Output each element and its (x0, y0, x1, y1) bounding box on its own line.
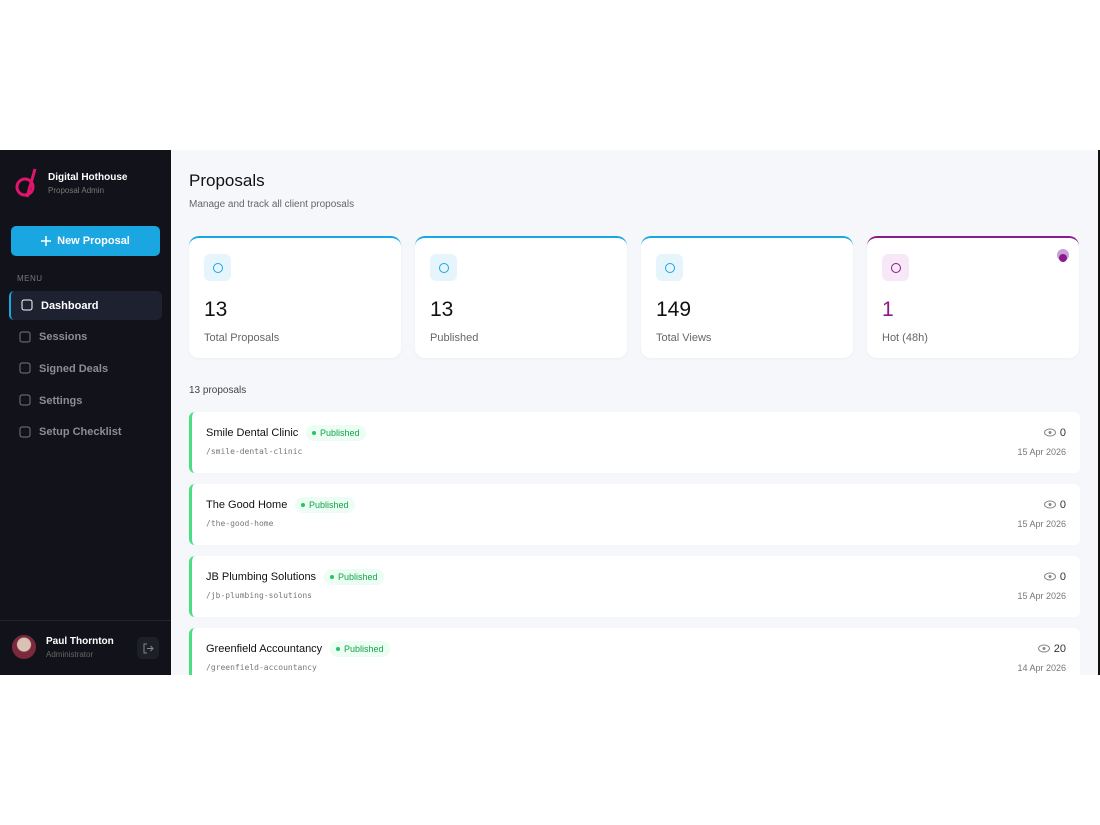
nav-item[interactable]: Setup Checklist (9, 418, 162, 447)
proposal-name: JB Plumbing Solutions (206, 571, 317, 583)
view-count: 0 (1059, 571, 1066, 583)
nav-icon (19, 394, 31, 406)
proposal-slug: /jb-plumbing-solutions (206, 591, 312, 600)
eye-icon (1044, 428, 1056, 437)
logout-icon (143, 643, 154, 653)
nav-label: Settings (39, 394, 83, 407)
proposal-row[interactable]: The Good Home Published /the-good-home 0… (189, 484, 1080, 545)
stat-card: 149 Total Views (641, 236, 853, 358)
eye-icon (1044, 572, 1056, 581)
status-badge: Published (306, 425, 366, 441)
proposal-slug: /smile-dental-clinic (206, 447, 303, 456)
new-proposal-button[interactable]: New Proposal (11, 226, 160, 256)
proposal-row[interactable]: JB Plumbing Solutions Published /jb-plum… (189, 556, 1080, 617)
status-badge: Published (295, 497, 355, 513)
icon (890, 262, 901, 273)
stat-label: Published (430, 332, 479, 344)
nav-label: Dashboard (41, 299, 99, 312)
stat-value: 13 (430, 298, 454, 321)
nav-item[interactable]: Settings (9, 386, 162, 415)
view-count: 0 (1059, 427, 1066, 439)
stat-icon (430, 254, 457, 281)
status-badge: Published (330, 641, 390, 657)
nav-item[interactable]: Dashboard (9, 291, 162, 320)
proposal-count: 13 proposals (189, 385, 247, 396)
proposal-date: 14 Apr 2026 (1017, 663, 1066, 673)
stat-value: 13 (204, 298, 228, 321)
stat-card: 13 Total Proposals (189, 236, 401, 358)
stat-icon (882, 254, 909, 281)
stat-value: 149 (656, 298, 692, 321)
proposal-slug: /greenfield-accountancy (206, 663, 317, 672)
sidebar: Digital Hothouse Proposal Admin New Prop… (0, 150, 171, 675)
user-role: Administrator (46, 650, 94, 659)
stat-card: 13 Published (415, 236, 627, 358)
eye-icon (1044, 500, 1056, 509)
brand-subtitle: Proposal Admin (48, 186, 105, 195)
button-label: New Proposal (57, 235, 130, 247)
plus-icon (41, 236, 52, 246)
nav-icon (21, 299, 33, 311)
nav-icon (19, 331, 31, 343)
status-badge: Published (324, 569, 384, 585)
icon (664, 262, 675, 273)
nav-label: Sessions (39, 331, 88, 344)
app: Digital Hothouse Proposal Admin New Prop… (0, 150, 1100, 675)
view-count: 20 (1053, 643, 1066, 655)
nav-label: Signed Deals (39, 362, 109, 375)
menu-label: MENU (17, 274, 43, 283)
logo (15, 168, 37, 198)
nav-icon (19, 426, 31, 438)
stat-icon (204, 254, 231, 281)
avatar (12, 635, 36, 659)
stat-label: Total Proposals (204, 332, 280, 344)
user-name: Paul Thornton (46, 636, 114, 647)
nav-item[interactable]: Sessions (9, 323, 162, 352)
proposal-date: 15 Apr 2026 (1017, 519, 1066, 529)
proposal-row[interactable]: Smile Dental Clinic Published /smile-den… (189, 412, 1080, 473)
icon (212, 262, 223, 273)
proposal-name: Greenfield Accountancy (206, 643, 323, 655)
stat-icon (656, 254, 683, 281)
nav-icon (19, 362, 31, 374)
proposal-date: 15 Apr 2026 (1017, 447, 1066, 457)
stat-label: Total Views (656, 332, 712, 344)
stat-value: 1 (882, 298, 894, 321)
proposal-name: The Good Home (206, 499, 288, 511)
icon (438, 262, 449, 273)
eye-icon (1038, 644, 1050, 653)
proposal-slug: /the-good-home (206, 519, 274, 528)
view-count: 0 (1059, 499, 1066, 511)
proposal-date: 15 Apr 2026 (1017, 591, 1066, 601)
proposal-row[interactable]: Greenfield Accountancy Published /greenf… (189, 628, 1080, 675)
logout-button[interactable] (137, 637, 159, 659)
hot-indicator (1059, 254, 1067, 262)
stat-card: 1 Hot (48h) (867, 236, 1079, 358)
page-subtitle: Manage and track all client proposals (189, 199, 355, 210)
stat-label: Hot (48h) (882, 332, 928, 344)
nav-item[interactable]: Signed Deals (9, 354, 162, 383)
page-title: Proposals (189, 171, 265, 190)
proposal-name: Smile Dental Clinic (206, 427, 299, 439)
divider (0, 620, 171, 621)
brand-name: Digital Hothouse (48, 172, 128, 183)
nav-label: Setup Checklist (39, 426, 122, 439)
